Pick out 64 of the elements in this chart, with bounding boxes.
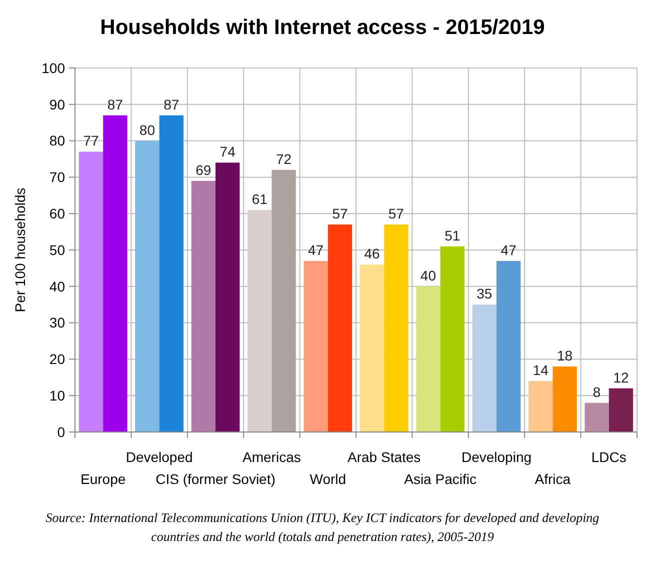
data-label: 12 (613, 369, 629, 386)
data-label: 87 (164, 96, 180, 112)
y-axis-title: Per 100 households (12, 188, 28, 312)
data-label: 80 (139, 122, 156, 138)
bar (216, 162, 240, 432)
x-tick-label: Arab States (348, 449, 421, 465)
bar (360, 264, 384, 432)
y-tick-label: 40 (49, 278, 66, 294)
data-label: 51 (444, 227, 460, 244)
y-tick-label: 0 (57, 424, 66, 440)
source-note: Source: International Telecommunications Union (ITU), Key ICT indicators for developed and developing countries and the world (totals and penetration rates), 2005-2019 (46, 510, 600, 544)
x-tick-label: LDCs (591, 449, 626, 465)
data-label: 8 (592, 384, 601, 400)
bar (78, 152, 104, 432)
x-tick-label: Americas (242, 449, 301, 465)
bar (496, 260, 521, 432)
bar (328, 224, 352, 432)
data-label: 14 (532, 362, 549, 378)
bar (440, 246, 464, 432)
data-label: 72 (276, 150, 292, 167)
bar (103, 115, 128, 432)
bar (304, 260, 328, 432)
y-tick-label: 60 (49, 206, 66, 222)
x-tick-label: Africa (534, 471, 571, 487)
data-label: 35 (476, 286, 492, 302)
data-label: 46 (364, 246, 380, 262)
bar (528, 381, 553, 432)
data-label: 87 (107, 96, 124, 112)
y-tick-label: 100 (42, 60, 66, 76)
y-tick-label: 50 (49, 242, 66, 258)
data-label: 18 (556, 347, 573, 364)
data-label: 61 (252, 190, 268, 207)
y-tick-label: 30 (49, 314, 66, 331)
y-tick-label: 80 (49, 132, 66, 149)
data-label: 40 (420, 267, 436, 284)
x-tick-label: Asia Pacific (404, 471, 476, 487)
bar (248, 210, 272, 432)
x-tick-label: CIS (former Soviet) (156, 471, 276, 487)
data-label: 74 (220, 144, 236, 160)
data-label: 57 (332, 206, 348, 222)
y-tick-label: 20 (49, 351, 66, 368)
chart-title: Households with Internet access - 2015/2019 (100, 16, 545, 39)
x-tick-label: World (310, 471, 346, 487)
bar (584, 402, 609, 432)
bar (159, 115, 184, 432)
bar (384, 224, 408, 432)
data-label: 47 (500, 242, 517, 258)
bar (135, 140, 160, 432)
bar (552, 366, 577, 432)
data-label: 47 (308, 242, 324, 258)
x-tick-label: Developed (126, 449, 193, 465)
data-label: 77 (83, 132, 100, 149)
x-tick-label: Developing (461, 449, 532, 465)
data-label: 69 (196, 162, 212, 178)
bar (272, 170, 296, 432)
bar (472, 304, 496, 432)
x-tick-label: Europe (80, 471, 126, 487)
data-label: 57 (388, 206, 404, 222)
y-tick-label: 10 (49, 388, 66, 404)
bar (608, 388, 634, 432)
y-tick-label: 70 (49, 169, 66, 186)
bar (191, 180, 216, 432)
bar (416, 286, 440, 432)
y-tick-label: 90 (49, 96, 66, 112)
